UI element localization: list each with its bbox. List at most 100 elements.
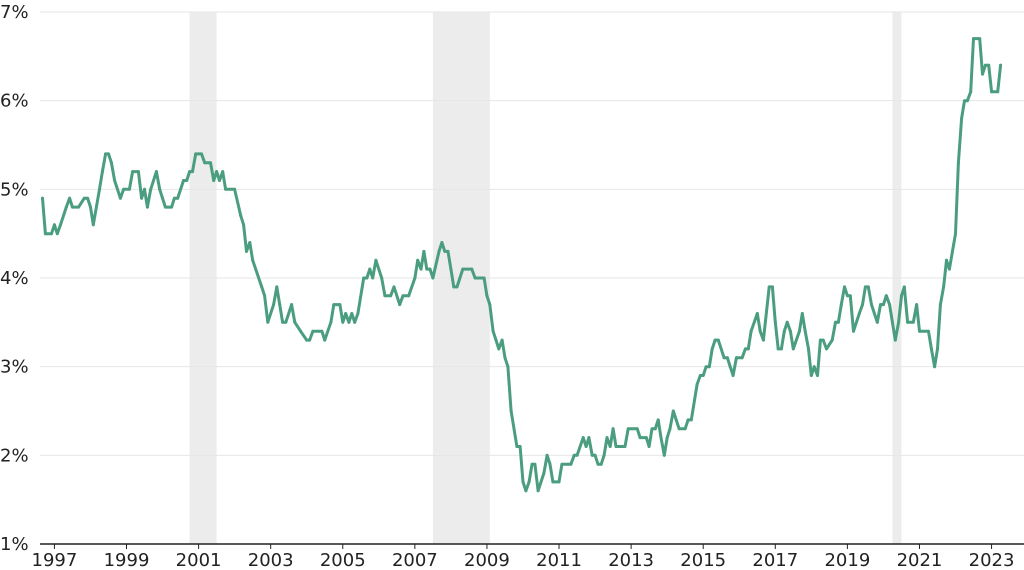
data-point <box>800 312 804 315</box>
data-point <box>311 329 315 333</box>
data-point <box>185 179 189 182</box>
data-point <box>488 303 492 307</box>
data-point <box>521 480 525 484</box>
data-point <box>665 436 669 440</box>
data-point <box>518 445 522 448</box>
x-tick-label: 2013 <box>608 550 654 570</box>
data-point <box>710 347 714 351</box>
data-point <box>248 241 252 244</box>
data-point <box>668 427 672 431</box>
data-point <box>515 445 519 448</box>
data-point <box>191 170 194 174</box>
data-point <box>416 258 420 262</box>
data-point <box>659 436 663 440</box>
x-tick-label: 2007 <box>392 550 438 570</box>
data-point <box>999 63 1003 67</box>
x-tick-label: 2009 <box>464 550 510 570</box>
data-point <box>890 320 894 324</box>
data-point <box>689 418 693 422</box>
data-point <box>545 453 549 457</box>
data-point <box>86 196 90 200</box>
data-point <box>527 480 531 484</box>
y-tick-label: 4% <box>0 268 29 289</box>
series-layer <box>41 37 1003 493</box>
data-point <box>929 347 933 351</box>
data-point <box>557 480 561 484</box>
data-point <box>461 267 465 271</box>
data-point <box>536 489 540 493</box>
data-point <box>275 285 279 289</box>
x-tick-label: 2021 <box>897 550 943 570</box>
data-point <box>978 37 982 41</box>
data-point <box>755 312 759 315</box>
data-point <box>221 170 225 174</box>
data-point <box>320 329 324 333</box>
data-point <box>473 276 477 280</box>
data-point <box>458 276 462 280</box>
data-point <box>524 489 528 493</box>
data-point <box>136 170 140 174</box>
data-point <box>82 196 86 200</box>
data-point <box>746 347 750 351</box>
data-point <box>533 462 537 466</box>
x-tick-label: 1997 <box>32 550 78 570</box>
data-point <box>170 205 174 209</box>
data-point <box>782 329 786 333</box>
data-point <box>401 294 405 298</box>
data-point <box>158 187 162 191</box>
x-tick-label: 2023 <box>969 550 1015 570</box>
data-point <box>816 374 819 377</box>
data-point <box>143 187 146 191</box>
data-point <box>485 294 489 298</box>
data-point <box>323 338 327 342</box>
data-point <box>182 179 185 182</box>
data-point <box>482 276 486 280</box>
data-point <box>644 436 648 440</box>
data-point <box>341 320 345 324</box>
data-point <box>936 347 939 351</box>
data-point <box>848 294 852 298</box>
data-point <box>560 462 564 466</box>
data-point <box>422 249 426 253</box>
data-point <box>942 285 946 289</box>
data-point <box>626 427 630 431</box>
data-point <box>224 187 228 191</box>
y-tick-label: 5% <box>0 179 29 200</box>
data-point <box>635 427 639 431</box>
data-point <box>55 232 59 236</box>
data-point <box>245 249 248 253</box>
data-point <box>290 303 294 307</box>
data-point <box>344 312 348 315</box>
data-point <box>611 427 615 431</box>
data-point <box>734 356 738 360</box>
data-point <box>140 196 144 200</box>
data-point <box>233 187 237 191</box>
data-point <box>266 320 270 324</box>
data-point <box>338 303 342 307</box>
data-point <box>218 179 221 182</box>
data-point <box>584 445 588 448</box>
data-point <box>407 294 411 298</box>
data-point <box>906 320 910 324</box>
data-point <box>188 170 192 174</box>
data-point <box>575 453 579 457</box>
data-point <box>969 90 973 94</box>
data-point <box>834 320 837 324</box>
data-point <box>91 223 95 227</box>
y-tick-label: 6% <box>0 91 29 112</box>
data-point <box>996 90 1000 94</box>
data-point <box>551 480 555 484</box>
x-tick-label: 2001 <box>176 550 222 570</box>
x-tick-labels: 1997 1999 2001 2003 2005 2007 2009 2011 2013 2015… <box>32 544 1015 570</box>
data-point <box>674 418 678 422</box>
data-point <box>392 285 396 289</box>
x-tick-label: 2005 <box>320 550 366 570</box>
data-point <box>542 471 546 475</box>
data-point <box>215 170 219 174</box>
data-point <box>242 223 246 227</box>
data-point <box>728 365 732 369</box>
data-point <box>131 170 135 174</box>
data-point <box>836 320 840 324</box>
data-point <box>98 187 101 191</box>
data-point <box>662 453 666 457</box>
